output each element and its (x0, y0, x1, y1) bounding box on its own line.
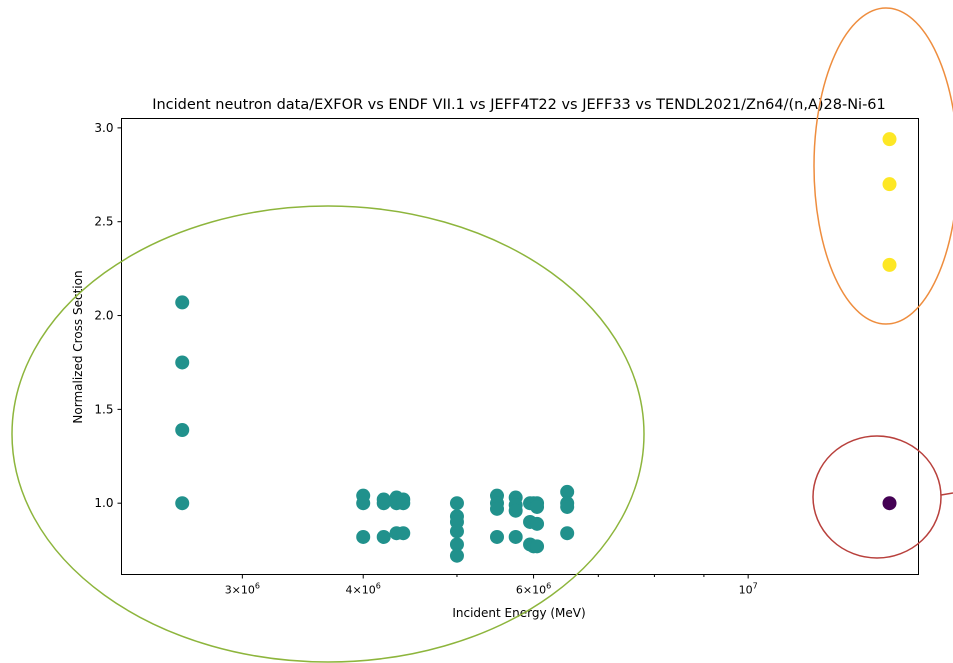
data-point (356, 496, 371, 511)
data-point (175, 295, 190, 310)
x-tick-label: 107 (739, 582, 758, 597)
data-point (376, 496, 391, 511)
data-point (560, 484, 575, 499)
data-point (530, 499, 545, 514)
data-point (449, 548, 464, 563)
data-point (560, 499, 575, 514)
x-tick-label-exponent: 6 (255, 582, 260, 591)
data-point (882, 177, 897, 192)
y-tick-label: 1.5 (94, 402, 113, 416)
x-tick-label-base: 6×10 (516, 584, 546, 597)
x-tick-label: 6×106 (516, 582, 551, 597)
x-tick-label-exponent: 6 (376, 582, 381, 591)
data-point (490, 529, 505, 544)
data-point (175, 423, 190, 438)
y-axis-label: Normalized Cross Section (71, 270, 85, 423)
annotation-ellipse-green (11, 205, 645, 663)
data-point (508, 503, 523, 518)
data-point (530, 516, 545, 531)
x-tick-label-base: 4×10 (346, 584, 376, 597)
data-point (530, 539, 545, 554)
x-axis-label: Incident Energy (MeV) (452, 606, 585, 620)
x-tick-label: 3×106 (225, 582, 260, 597)
data-point (175, 496, 190, 511)
y-tick-label: 2.5 (94, 215, 113, 229)
data-point (449, 496, 464, 511)
data-point (449, 524, 464, 539)
data-point (490, 501, 505, 516)
chart-title: Incident neutron data/EXFOR vs ENDF VII.… (152, 97, 886, 113)
data-point (396, 526, 411, 541)
y-tick-label: 2.0 (94, 309, 113, 323)
x-tick-label-base: 10 (739, 584, 753, 597)
data-point (449, 537, 464, 552)
annotation-ellipse-red (812, 435, 942, 559)
data-point (882, 496, 897, 511)
annotation-layer (11, 7, 953, 663)
data-point (396, 496, 411, 511)
data-point (882, 257, 897, 272)
y-tick-label: 3.0 (94, 121, 113, 135)
data-point (508, 529, 523, 544)
data-point (376, 529, 391, 544)
data-point (560, 526, 575, 541)
annotation-connector-line (940, 492, 953, 496)
data-point (882, 132, 897, 147)
x-tick-label-exponent: 7 (753, 582, 758, 591)
x-tick-label: 4×106 (346, 582, 381, 597)
x-tick-label-exponent: 6 (546, 582, 551, 591)
y-tick-label: 1.0 (94, 496, 113, 510)
annotation-ellipse-orange (813, 7, 953, 325)
x-tick-label-base: 3×10 (225, 584, 255, 597)
y-axis: 1.0 1.5 2.0 2.5 3.0 (94, 121, 122, 510)
data-point (175, 355, 190, 370)
data-points (175, 132, 897, 563)
plot-area (121, 118, 919, 575)
data-point (356, 529, 371, 544)
x-axis: 3×106 4×106 6×106 107 (225, 574, 758, 597)
